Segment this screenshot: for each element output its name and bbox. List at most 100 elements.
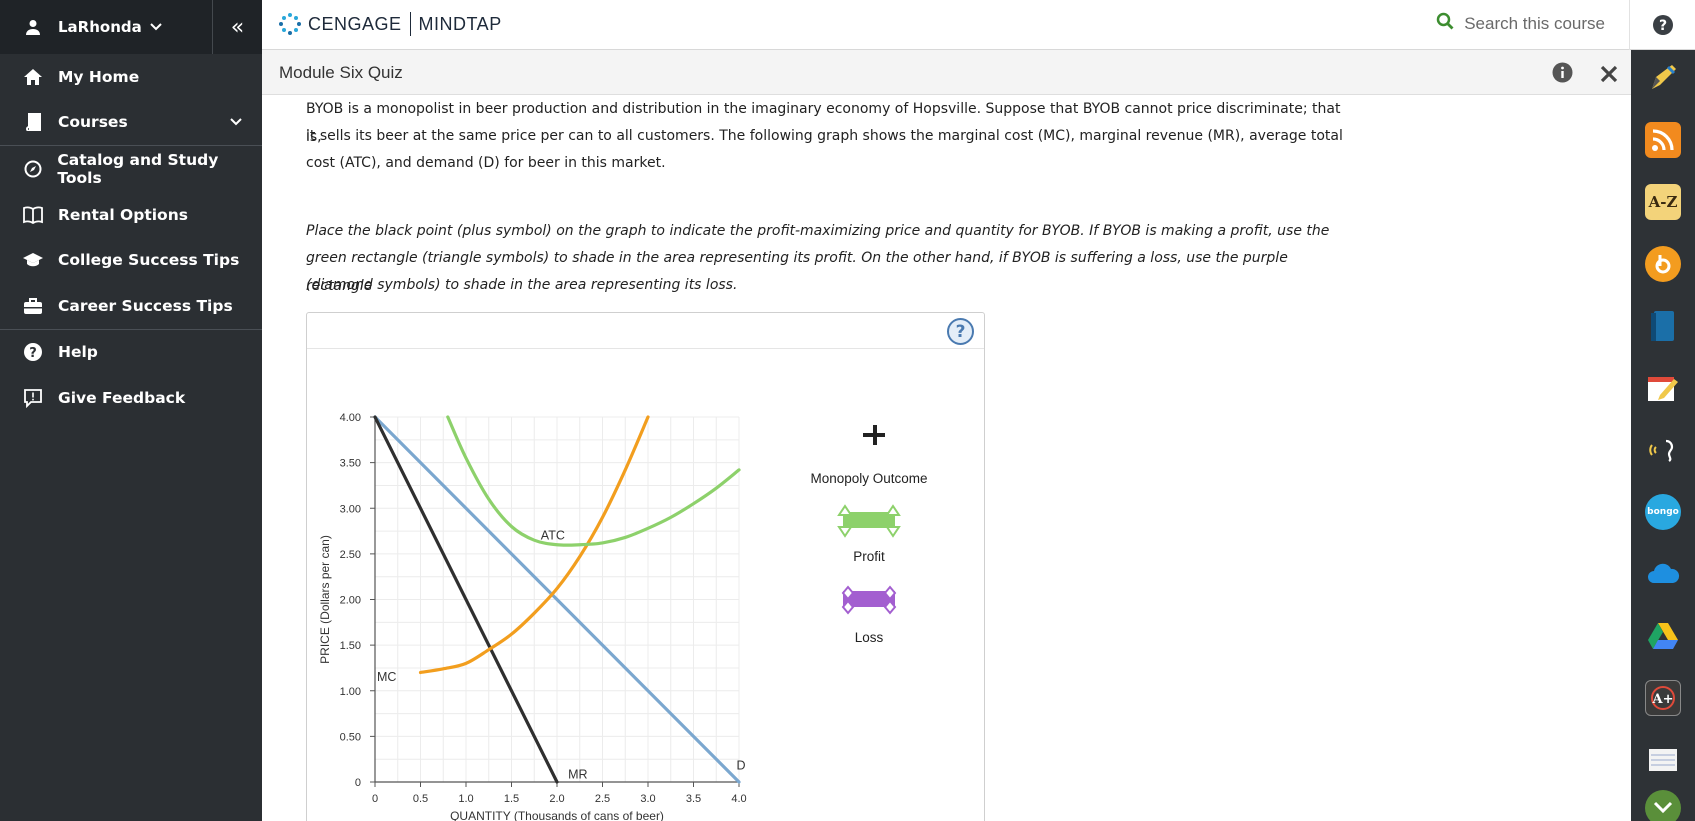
y-tick-label: 4.00 xyxy=(340,412,361,424)
top-header: CENGAGE MINDTAP Search this course ? xyxy=(262,0,1695,50)
y-tick-label: 2.00 xyxy=(340,595,361,607)
x-tick-label: 1.0 xyxy=(458,793,473,805)
x-axis-label: QUANTITY (Thousands of cans of beer) xyxy=(450,809,664,821)
curve-label-mr: MR xyxy=(568,768,587,782)
feedback-icon xyxy=(22,387,44,409)
curve-mc[interactable] xyxy=(418,415,650,675)
sidebar-item-label: Help xyxy=(58,343,98,362)
collapse-sidebar-button[interactable]: « xyxy=(212,0,262,54)
sidebar-item-college-success[interactable]: College Success Tips xyxy=(0,237,262,283)
chevron-down-icon xyxy=(150,20,162,35)
bongo-app-icon[interactable]: bongo xyxy=(1645,494,1681,530)
monopoly-outcome-tool[interactable] xyxy=(863,425,885,445)
ebook-icon[interactable] xyxy=(1645,308,1681,344)
sidebar-item-my-home[interactable]: My Home xyxy=(0,54,262,100)
y-tick-label: 0 xyxy=(355,777,361,789)
x-tick-label: 2.5 xyxy=(595,793,610,805)
chevron-down-icon xyxy=(230,114,242,130)
svg-text:?: ? xyxy=(1658,18,1666,34)
info-button[interactable] xyxy=(1552,62,1573,87)
graph-curves xyxy=(373,415,741,784)
user-icon xyxy=(24,18,42,36)
close-quiz-button[interactable] xyxy=(1599,58,1619,91)
svg-text:A+: A+ xyxy=(1652,692,1674,707)
sidebar-item-catalog[interactable]: Catalog and Study Tools xyxy=(0,146,262,192)
sidebar-divider xyxy=(0,328,262,330)
question-text-line: BYOB is a monopolist in beer production … xyxy=(306,101,1341,145)
notebook-icon[interactable] xyxy=(1645,742,1681,778)
curve-d[interactable] xyxy=(373,415,741,784)
y-tick-label: 0.50 xyxy=(340,731,361,743)
curve-atc[interactable] xyxy=(446,415,741,547)
search-icon xyxy=(1436,12,1454,35)
monopoly-outcome-label: Monopoly Outcome xyxy=(810,471,927,486)
instruction-text-line: (diamond symbols) to shade in the area r… xyxy=(306,277,738,293)
question-text-line: cost (ATC), and demand (D) for beer in t… xyxy=(306,155,666,171)
progress-app-icon[interactable] xyxy=(1645,246,1681,282)
curve-mr[interactable] xyxy=(373,415,559,784)
loss-rectangle-tool[interactable] xyxy=(841,585,897,615)
sidebar-item-rental-options[interactable]: Rental Options xyxy=(0,192,262,238)
curve-label-d: D xyxy=(736,759,745,773)
help-icon: ? xyxy=(1652,15,1673,35)
market-graph[interactable]: 0 0.5 1.0 1.5 2.0 2.5 3.0 3.5 4.000.501.001.502.… xyxy=(307,313,986,821)
course-search[interactable]: Search this course xyxy=(1436,12,1605,35)
x-tick-label: 1.5 xyxy=(504,793,519,805)
profit-label: Profit xyxy=(853,549,885,564)
compass-icon xyxy=(22,158,43,180)
dock-scroll-down-button[interactable] xyxy=(1645,790,1681,821)
briefcase-icon xyxy=(22,295,44,317)
left-sidebar: LaRhonda « My Home Courses Catalog and S… xyxy=(0,0,262,821)
graph-help-button[interactable]: ? xyxy=(947,318,974,345)
x-tick-label: 2.0 xyxy=(549,793,564,805)
readspeaker-icon[interactable] xyxy=(1645,432,1681,468)
sidebar-divider xyxy=(0,145,262,147)
question-text-line: it sells its beer at the same price per … xyxy=(306,128,1343,144)
header-help-button[interactable]: ? xyxy=(1629,0,1695,50)
svg-text:?: ? xyxy=(29,346,37,361)
sidebar-item-label: Give Feedback xyxy=(58,388,186,407)
sidebar-item-career-success[interactable]: Career Success Tips xyxy=(0,283,262,329)
user-menu[interactable]: LaRhonda « xyxy=(0,0,262,54)
sidebar-item-label: Rental Options xyxy=(58,205,188,224)
x-tick-label: 0.5 xyxy=(413,793,428,805)
y-tick-label: 3.00 xyxy=(340,503,361,515)
cengage-logo-icon xyxy=(279,13,301,35)
y-tick-label: 2.50 xyxy=(340,549,361,561)
diamond-symbols-icon xyxy=(841,585,897,615)
notes-app-icon[interactable] xyxy=(1645,370,1681,406)
google-drive-icon[interactable] xyxy=(1645,618,1681,654)
profit-rectangle-tool[interactable] xyxy=(837,504,901,538)
onedrive-icon[interactable] xyxy=(1645,556,1681,592)
instruction-text-line: green rectangle (triangle symbols) to sh… xyxy=(306,250,1288,294)
sidebar-item-label: My Home xyxy=(58,67,140,86)
aplia-icon[interactable]: A+ xyxy=(1645,680,1681,716)
pencil-app-icon[interactable] xyxy=(1645,60,1681,96)
cengage-mindtap-logo[interactable]: CENGAGE MINDTAP xyxy=(278,12,502,36)
user-name: LaRhonda xyxy=(58,18,142,36)
sidebar-item-courses[interactable]: Courses xyxy=(0,100,262,146)
sidebar-item-give-feedback[interactable]: Give Feedback xyxy=(0,375,262,421)
search-placeholder: Search this course xyxy=(1464,13,1605,33)
book-icon xyxy=(22,111,44,133)
quiz-header: Module Six Quiz xyxy=(262,50,1631,95)
help-icon: ? xyxy=(22,341,44,363)
graph-panel-header: ? xyxy=(307,313,984,349)
y-tick-label: 1.50 xyxy=(340,640,361,652)
x-tick-label: 4.0 xyxy=(731,793,746,805)
brand-separator xyxy=(409,12,411,36)
brand-cengage: CENGAGE xyxy=(308,13,402,34)
info-icon xyxy=(1552,62,1573,83)
y-tick-label: 1.00 xyxy=(340,686,361,698)
az-glossary-icon[interactable]: A-Z xyxy=(1645,184,1681,220)
plus-symbol-icon xyxy=(865,425,885,445)
graph-labels: ATC MC MR D xyxy=(377,529,745,782)
rss-feed-icon[interactable] xyxy=(1645,122,1681,158)
profit-rectangle xyxy=(843,512,895,528)
sidebar-item-label: Career Success Tips xyxy=(58,296,233,315)
x-tick-label: 0 xyxy=(372,793,378,805)
sidebar-item-help[interactable]: ? Help xyxy=(0,330,262,376)
curve-label-atc: ATC xyxy=(541,529,565,543)
curve-label-mc: MC xyxy=(377,670,396,684)
x-tick-label: 3.0 xyxy=(640,793,655,805)
